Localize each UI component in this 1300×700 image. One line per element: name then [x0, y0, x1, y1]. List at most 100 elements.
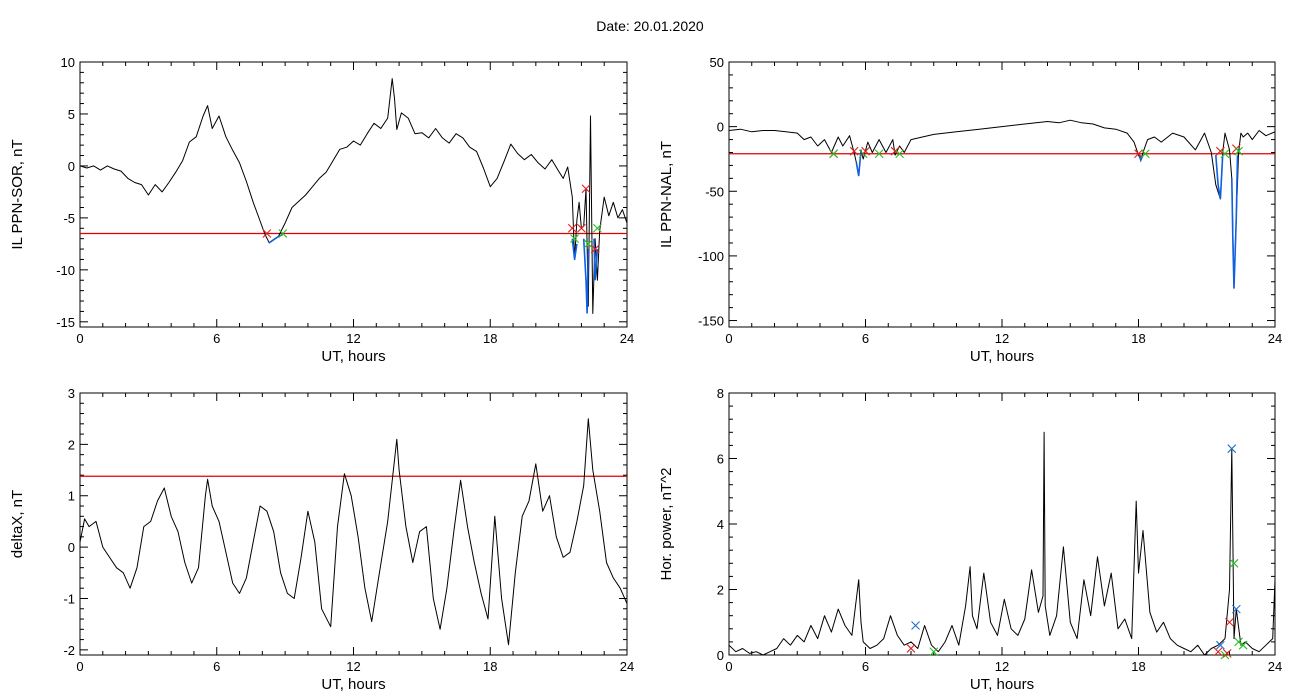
marker-stroke	[278, 229, 288, 238]
y-tick-label: -10	[56, 263, 75, 278]
excursion-segment	[1215, 155, 1224, 200]
y-tick-label: -2	[63, 643, 75, 658]
marker-stroke	[570, 234, 579, 244]
plot-frame	[728, 61, 1276, 328]
x-tick-label: 6	[862, 659, 869, 674]
y-tick-label: 0	[68, 540, 75, 555]
marker-green	[278, 229, 288, 238]
y-tick-label: 50	[710, 55, 724, 70]
excursion-segment	[855, 149, 862, 176]
marker-green	[592, 223, 602, 233]
y-tick-label: 3	[68, 386, 75, 401]
marker-stroke	[590, 244, 600, 254]
marker-stroke	[1134, 149, 1143, 159]
marker-red	[861, 146, 870, 156]
y-tick-label: -100	[698, 249, 724, 264]
marker-stroke	[829, 149, 839, 159]
marker-green	[929, 647, 939, 657]
series-line	[729, 119, 1275, 289]
x-axis-label: UT, hours	[970, 676, 1034, 693]
marker-green	[1234, 146, 1243, 156]
x-tick-label: 6	[213, 659, 220, 674]
marker-stroke	[583, 239, 593, 249]
y-tick-label: -150	[698, 314, 724, 329]
chart-panel-1: 0 6 12 18 24 10 5 0 -5 -10 -15 UT, hours IL PPN-SOR,…	[9, 55, 634, 365]
marker-red	[890, 146, 900, 156]
marker-green	[1229, 558, 1239, 568]
excursion-segment	[593, 238, 599, 281]
marker-red	[577, 223, 586, 233]
x-tick-label: 0	[76, 331, 83, 346]
plot-frame	[79, 392, 628, 656]
marker-stroke	[1225, 617, 1234, 627]
marker-red	[1225, 617, 1234, 627]
chart-panel-4: 0 6 12 18 24 8 6 4 2 0 UT, hours Hor. power, nT^2	[658, 386, 1282, 693]
y-tick-label: 5	[68, 107, 75, 122]
marker-green	[895, 149, 905, 159]
marker-stroke	[592, 223, 602, 233]
plot-frame	[728, 392, 1276, 656]
marker-stroke	[911, 621, 920, 630]
marker-stroke	[1227, 444, 1237, 454]
y-tick-label: -50	[705, 184, 724, 199]
y-tick-label: -1	[63, 591, 75, 606]
marker-stroke	[849, 146, 859, 156]
marker-red	[581, 184, 591, 194]
marker-stroke	[874, 149, 884, 159]
marker-blue	[1227, 444, 1237, 454]
y-tick-label: 8	[717, 386, 724, 401]
marker-stroke	[1231, 604, 1241, 614]
x-tick-label: 12	[346, 659, 360, 674]
y-axis-label: IL PPN-SOR, nT	[9, 139, 26, 249]
y-tick-label: 1	[68, 489, 75, 504]
marker-stroke	[895, 149, 905, 159]
marker-red	[1213, 647, 1223, 657]
series-line	[80, 418, 627, 646]
marker-stroke	[1216, 640, 1225, 650]
excursion-segment	[582, 238, 590, 314]
marker-stroke	[1229, 558, 1239, 568]
x-tick-label: 24	[1268, 331, 1282, 346]
x-tick-label: 6	[213, 331, 220, 346]
y-axis-label: Hor. power, nT^2	[658, 468, 675, 581]
marker-stroke	[906, 644, 916, 653]
x-tick-label: 24	[620, 659, 634, 674]
marker-red	[590, 244, 600, 254]
x-axis-label: UT, hours	[321, 348, 385, 365]
marker-red	[906, 644, 916, 653]
marker-green	[1220, 149, 1230, 159]
marker-stroke	[1238, 640, 1248, 650]
x-axis-label: UT, hours	[321, 676, 385, 693]
marker-stroke	[1213, 647, 1223, 657]
x-tick-label: 24	[1268, 659, 1282, 674]
y-tick-label: 4	[717, 517, 724, 532]
x-tick-label: 18	[483, 331, 497, 346]
y-tick-label: 0	[68, 159, 75, 174]
x-tick-label: 0	[725, 659, 732, 674]
x-tick-label: 18	[483, 659, 497, 674]
marker-red	[1216, 146, 1225, 156]
marker-stroke	[581, 184, 591, 194]
y-axis-label: deltaX, nT	[9, 490, 26, 558]
marker-stroke	[1220, 149, 1230, 159]
marker-stroke	[1234, 637, 1243, 647]
x-tick-label: 24	[620, 331, 634, 346]
marker-red	[1222, 648, 1232, 658]
marker-green	[583, 239, 593, 249]
chart-panel-3: 0 6 12 18 24 3 2 1 0 -1 -2 UT, hours deltaX, nT	[9, 386, 634, 693]
marker-blue	[1216, 640, 1225, 650]
chart-panel-2: 0 6 12 18 24 50 0 -50 -100 -150 UT, hours IL PPN-NA…	[658, 55, 1282, 365]
marker-red	[849, 146, 859, 156]
x-tick-label: 18	[1131, 331, 1145, 346]
y-tick-label: -15	[56, 315, 75, 330]
marker-stroke	[1140, 149, 1150, 159]
marker-blue	[911, 621, 920, 630]
y-tick-label: 6	[717, 452, 724, 467]
marker-green	[829, 149, 839, 159]
x-tick-label: 6	[862, 331, 869, 346]
marker-stroke	[1222, 648, 1232, 658]
y-tick-label: 2	[717, 583, 724, 598]
marker-stroke	[577, 223, 586, 233]
marker-red	[567, 223, 577, 233]
